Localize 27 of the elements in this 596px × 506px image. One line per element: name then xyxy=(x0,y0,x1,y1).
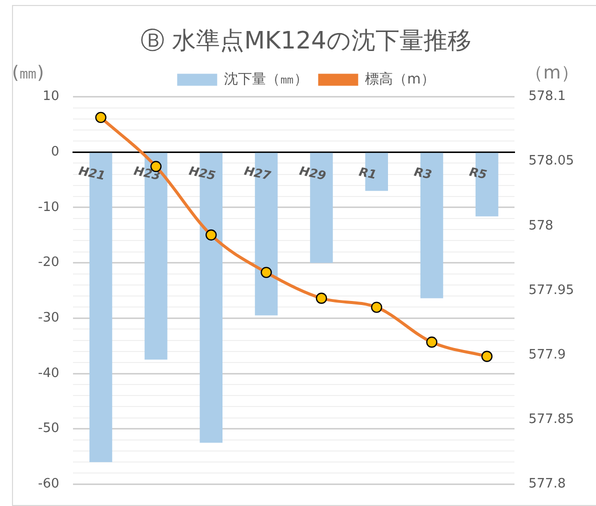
y2-tick-label: 577.95 xyxy=(528,282,574,298)
y-tick-label: -20 xyxy=(38,255,60,270)
y-tick-label: -40 xyxy=(38,366,60,381)
y-tick-label: -60 xyxy=(38,476,60,492)
y-tick-label: -50 xyxy=(38,421,60,436)
x-tick-label: R3 xyxy=(412,164,433,182)
y-tick-label: 10 xyxy=(42,89,60,104)
x-tick-label: H27 xyxy=(242,164,273,183)
y2-tick-label: 577.85 xyxy=(528,412,574,428)
x-tick-label: R5 xyxy=(468,164,488,182)
y-tick-label: -10 xyxy=(38,200,60,215)
chart-title: Ⓑ 水準点MK124の沈下量推移 xyxy=(140,26,472,55)
y2-tick-label: 578 xyxy=(528,218,554,234)
y2-tick-label: 577.8 xyxy=(528,476,566,492)
legend-label: 標高（m） xyxy=(365,71,435,88)
y2-tick-label: 577.9 xyxy=(528,347,566,362)
x-tick-label: H25 xyxy=(188,164,217,183)
x-tick-label: R1 xyxy=(358,164,378,182)
y2-axis-title: （m） xyxy=(525,62,579,84)
x-tick-label: H21 xyxy=(77,164,106,183)
y2-tick-label: 578.05 xyxy=(528,154,574,169)
x-tick-label: H29 xyxy=(298,164,328,183)
y-axis-title: (㎜) xyxy=(12,62,44,84)
y-tick-label: 0 xyxy=(50,144,60,160)
y2-tick-label: 578.1 xyxy=(528,89,566,104)
y-tick-label: -30 xyxy=(38,310,60,326)
legend-label: 沈下量（㎜） xyxy=(224,71,308,88)
